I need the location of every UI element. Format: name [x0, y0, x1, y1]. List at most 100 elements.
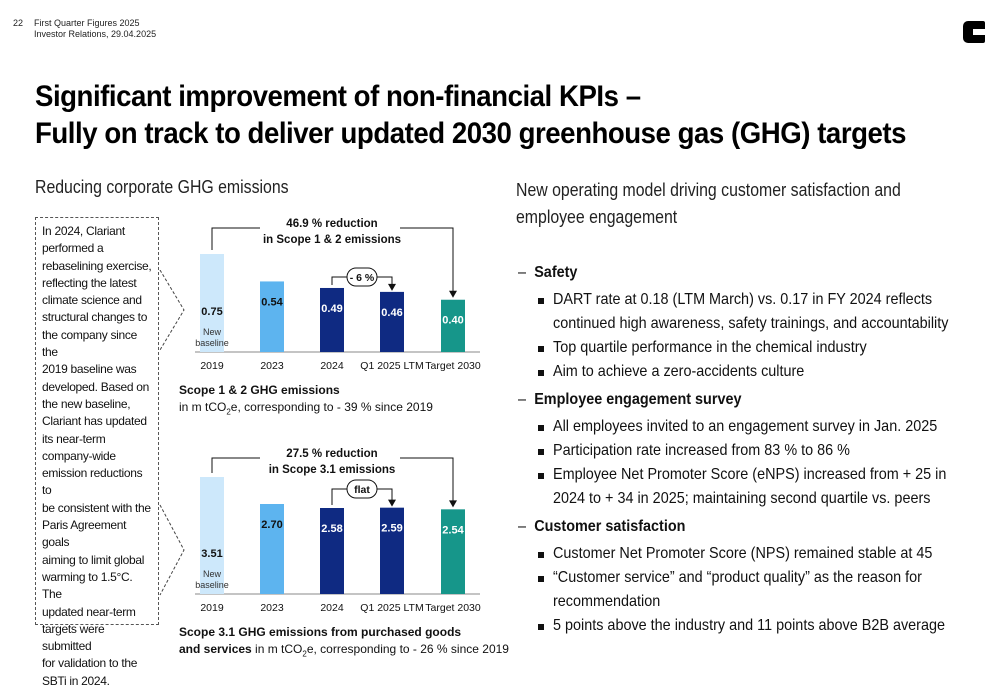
- bullet-square-icon: [538, 298, 544, 304]
- kpi-bullet-text: DART rate at 0.18 (LTM March) vs. 0.17 i…: [553, 291, 933, 308]
- chart2-value-label: 3.51: [201, 548, 222, 560]
- bullet-square-icon: [538, 449, 544, 455]
- chart2-annotation-bg: [260, 446, 400, 478]
- chart1-value-label: 0.75: [201, 306, 222, 318]
- kpi-bullet-text: 5 points above the industry and 11 point…: [553, 617, 946, 634]
- bullet-square-icon: [538, 552, 544, 558]
- chart1-baseline-note-1: New: [203, 327, 222, 337]
- chart1-caption-detail: e, corresponding to - 39 % since 2019: [230, 400, 433, 414]
- chart2-change-label: flat: [354, 484, 370, 496]
- left-subtitle: Reducing corporate GHG emissions: [35, 177, 289, 197]
- info-text-line: SBTi in 2024.: [42, 673, 110, 688]
- kpi-bullet-text: Customer Net Promoter Score (NPS) remain…: [553, 545, 933, 562]
- page-title: Significant improvement of non-financial…: [35, 78, 906, 152]
- info-text-line: 2019 baseline was: [42, 362, 137, 377]
- chart1-caption-unit: in m tCO: [179, 400, 227, 414]
- chart2-caption-unit: in m tCO: [251, 642, 303, 656]
- kpi-section-title: – Employee engagement survey: [518, 391, 742, 408]
- chart1-category-label: 2024: [320, 360, 344, 372]
- chart2-category-label: 2024: [320, 602, 344, 614]
- chart1-reduction-title: 46.9 % reduction: [286, 218, 377, 230]
- bullet-square-icon: [538, 425, 544, 431]
- chart2-bar-q1-2025-ltm: [380, 507, 404, 594]
- bullet-square-icon: [538, 346, 544, 352]
- chart1-bar-2024: [320, 287, 344, 352]
- header-date: Investor Relations, 29.04.2025: [34, 29, 157, 39]
- kpi-bullet-text: recommendation: [553, 593, 661, 610]
- chart1-category-label: 2019: [200, 360, 224, 372]
- chart1-caption-title: Scope 1 & 2 GHG emissions: [179, 383, 340, 397]
- chart2-baseline-note-2: baseline: [195, 580, 229, 590]
- chart2-value-label: 2.58: [321, 523, 342, 535]
- chart1-bar-2023: [260, 281, 284, 352]
- info-text-line: rebaselining exercise,: [42, 258, 152, 273]
- chart2-caption: Scope 3.1 GHG emissions from purchased g…: [179, 624, 509, 662]
- right-subtitle: New operating model driving customer sat…: [516, 177, 901, 231]
- chart2-baseline-note-1: New: [203, 569, 222, 579]
- chart2-reduction-arrowhead: [449, 500, 457, 508]
- info-text-line: targets were submitted: [42, 621, 105, 654]
- kpi-bullet-text: Employee Net Promoter Score (eNPS) incre…: [553, 466, 947, 483]
- bullet-square-icon: [538, 624, 544, 630]
- chart2-caption-title: Scope 3.1 GHG emissions from purchased g…: [179, 625, 462, 639]
- chart2-category-label: Q1 2025 LTM: [360, 602, 423, 614]
- kpi-bullet-text: Top quartile performance in the chemical…: [553, 339, 867, 356]
- bullet-square-icon: [538, 370, 544, 376]
- right-subtitle-line-2: employee engagement: [516, 207, 678, 227]
- header-report-title: First Quarter Figures 2025: [34, 18, 140, 28]
- chart1-bar-2019: [200, 254, 224, 352]
- chart2-caption-sub: 2: [302, 649, 307, 659]
- chart1-category-label: 2023: [260, 360, 284, 372]
- chart1-caption-sub: 2: [226, 407, 231, 417]
- callout-chevrons: [159, 270, 185, 596]
- title-line-1: Significant improvement of non-financial…: [35, 80, 641, 113]
- clariant-logo-icon: [963, 21, 985, 43]
- right-subtitle-line-1: New operating model driving customer sat…: [516, 180, 901, 200]
- info-text-line: its near-term: [42, 431, 106, 446]
- kpi-bullet-text: Participation rate increased from 83 % t…: [553, 442, 850, 459]
- kpi-bullet-text: Aim to achieve a zero-accidents culture: [553, 363, 805, 380]
- chart2-bar-2019: [200, 477, 224, 594]
- chart2-value-label: 2.70: [261, 519, 282, 531]
- info-text-line: Clariant has updated: [42, 414, 147, 429]
- chart2-category-label: 2019: [200, 602, 224, 614]
- chart1-reduction-subtitle: in Scope 1 & 2 emissions: [263, 234, 401, 246]
- chart2-category-label: Target 2030: [425, 602, 481, 614]
- chart2-value-label: 2.54: [442, 524, 464, 536]
- info-text-line: climate science and: [42, 293, 142, 308]
- ghg-charts: 0.75 2019 0.54 2023 0.49 2024 0.46 Q1 2025 LTM 0…: [195, 216, 481, 614]
- chart2-reduction-subtitle: in Scope 3.1 emissions: [269, 464, 396, 476]
- chart2-caption-title-2: and services: [179, 642, 252, 656]
- chart1-value-label: 0.40: [442, 315, 463, 327]
- kpi-bullet-text: “Customer service” and “product quality”…: [553, 569, 922, 586]
- info-text-line: updated near-term: [42, 604, 136, 619]
- chart1-category-label: Target 2030: [425, 360, 481, 372]
- chart1-caption: Scope 1 & 2 GHG emissions in m tCO2e, co…: [179, 382, 433, 420]
- info-text-line: reflecting the latest: [42, 275, 137, 290]
- info-text-line: developed. Based on: [42, 379, 150, 394]
- kpi-section-title: – Safety: [518, 264, 578, 281]
- info-text-line: for validation to the: [42, 656, 138, 671]
- info-text-line: performed a: [42, 241, 104, 256]
- rebaseline-info-box: In 2024, Clariant performed a rebaselining…: [35, 217, 159, 688]
- chart2-caption-detail: e, corresponding to - 26 % since 2019: [306, 642, 509, 656]
- info-text-line: be consistent with the: [42, 500, 151, 515]
- chart1-baseline-note-2: baseline: [195, 338, 229, 348]
- chart2-change-pill: [346, 479, 378, 499]
- chart1-change-arrowhead: [388, 283, 396, 291]
- kpi-section-title: – Customer satisfaction: [518, 518, 686, 535]
- bullet-square-icon: [538, 473, 544, 479]
- chart1-reduction-arrowhead: [449, 290, 457, 298]
- kpi-bullet-text: continued high awareness, safety trainin…: [553, 315, 949, 332]
- chart2-value-label: 2.59: [381, 523, 402, 535]
- chart1-value-label: 0.49: [321, 303, 342, 315]
- info-text-line: aiming to limit global: [42, 552, 145, 567]
- kpi-bullet-text: All employees invited to an engagement s…: [553, 418, 938, 435]
- title-line-2: Fully on track to deliver updated 2030 g…: [35, 117, 907, 150]
- kpi-bullet-text: 2024 to + 34 in 2025; maintaining second…: [553, 490, 931, 507]
- kpi-sections: – Safety DART rate at 0.18 (LTM March) vs.…: [518, 264, 978, 644]
- info-text-line: emission reductions to: [42, 466, 143, 498]
- callout-chevron-top: [159, 270, 185, 351]
- chart1-bar-target-2030: [441, 299, 465, 352]
- callout-chevron-bottom: [159, 504, 185, 596]
